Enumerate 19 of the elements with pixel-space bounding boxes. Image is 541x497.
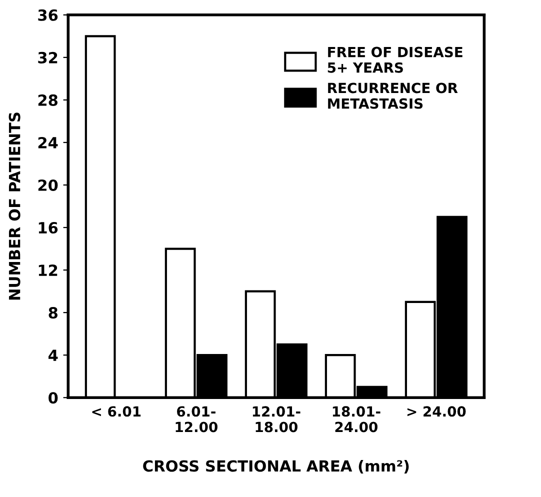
y-axis-title: NUMBER OF PATIENTS	[8, 112, 20, 300]
x-tick-label: 6.01- 12.00	[176, 406, 218, 432]
y-tick-label: 4	[48, 350, 58, 361]
y-tick-label: 28	[38, 94, 58, 106]
x-tick-label: 18.01- 24.00	[332, 406, 380, 432]
x-tick-label: < 6.01	[92, 406, 141, 417]
y-tick-label: 24	[38, 136, 58, 148]
y-tick-label: 16	[38, 222, 58, 234]
x-axis-title: CROSS SECTIONAL AREA (mm²)	[143, 460, 409, 474]
x-tick-label: 12.01- 18.00	[252, 406, 300, 432]
y-tick-label: 0	[48, 392, 58, 404]
y-tick-label: 36	[38, 9, 58, 21]
y-tick-label: 20	[38, 179, 58, 192]
legend-label: RECURRENCE OR METASTASIS	[328, 82, 458, 109]
x-tick-label: > 24.00	[407, 406, 466, 417]
y-tick-label: 8	[48, 307, 58, 319]
y-tick-label: 32	[38, 52, 58, 64]
legend-label: FREE OF DISEASE 5+ YEARS	[328, 46, 462, 73]
y-tick-label: 12	[38, 264, 58, 276]
